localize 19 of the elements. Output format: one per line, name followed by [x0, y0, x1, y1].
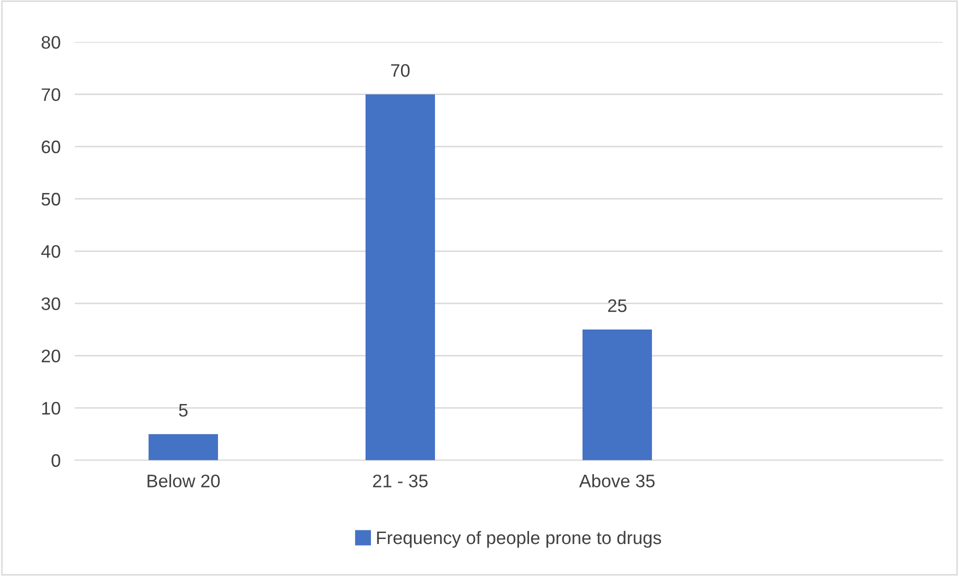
y-tick-label: 30: [42, 297, 60, 310]
data-label: 25: [608, 299, 627, 312]
y-tick-label: 50: [42, 192, 60, 206]
y-tick-label: 20: [42, 350, 60, 362]
legend-label: Frequency of people prone to drugs: [377, 530, 662, 548]
data-label: 5: [178, 404, 188, 417]
x-tick-label: 21 - 35: [373, 474, 428, 488]
y-tick-label: 10: [42, 402, 60, 415]
x-tick-label: Below 20: [148, 474, 220, 488]
y-tick-label: 40: [41, 245, 60, 258]
data-label: 70: [391, 64, 410, 77]
y-tick-label: 0: [52, 454, 60, 467]
bar: [148, 434, 218, 460]
x-tick-label: Above 35: [579, 474, 655, 488]
bar: [582, 330, 652, 460]
bar: [366, 94, 435, 460]
y-tick-label: 80: [42, 36, 60, 49]
y-tick-label: 70: [42, 88, 60, 102]
y-tick-label: 60: [42, 140, 60, 154]
